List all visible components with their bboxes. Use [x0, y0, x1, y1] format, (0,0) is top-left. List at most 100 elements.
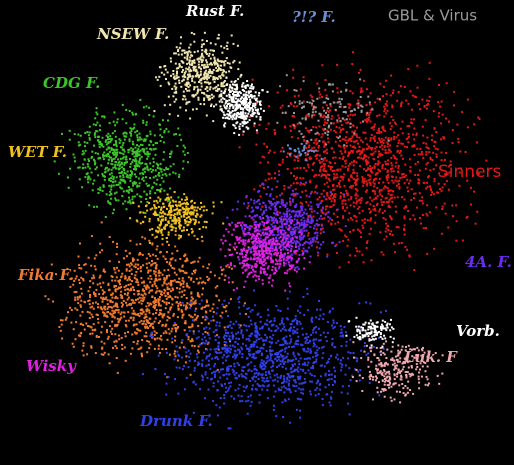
dot — [176, 301, 178, 304]
dot — [378, 137, 380, 140]
dot — [418, 169, 421, 172]
dot — [364, 137, 367, 140]
dot — [134, 158, 137, 161]
dot — [290, 323, 293, 326]
dot — [286, 342, 289, 345]
dot — [339, 331, 342, 334]
dot — [73, 133, 76, 136]
dot — [369, 196, 372, 199]
dot — [388, 206, 391, 209]
dot — [294, 363, 296, 366]
dot — [133, 301, 136, 304]
dot — [155, 235, 158, 238]
dot — [292, 198, 295, 201]
dot — [101, 300, 104, 303]
dot — [146, 201, 149, 203]
dot — [251, 206, 254, 209]
dot — [190, 211, 193, 214]
dot — [339, 131, 342, 134]
dot — [329, 194, 332, 197]
dot — [374, 214, 377, 217]
dot — [181, 80, 184, 83]
dot — [103, 116, 106, 119]
dot — [124, 277, 127, 280]
dot — [246, 412, 249, 415]
dot — [250, 323, 253, 326]
dot — [165, 224, 168, 227]
dot — [388, 189, 391, 192]
dot — [125, 255, 128, 258]
dot — [372, 152, 375, 155]
dot — [356, 207, 359, 210]
dot — [168, 332, 171, 335]
dot — [135, 168, 137, 170]
dot — [328, 370, 331, 372]
dot — [148, 322, 151, 324]
dot — [195, 69, 198, 72]
dot — [107, 169, 110, 172]
dot — [115, 155, 117, 158]
dot — [227, 387, 230, 390]
dot — [93, 291, 95, 294]
dot — [284, 356, 287, 359]
dot — [439, 105, 442, 108]
dot — [314, 355, 317, 358]
dot — [298, 130, 301, 133]
dot — [178, 133, 181, 136]
dot — [327, 116, 330, 119]
dot — [416, 148, 419, 150]
dot — [378, 190, 381, 193]
dot — [255, 200, 258, 203]
dot — [97, 152, 100, 155]
dot — [290, 360, 293, 363]
dot — [178, 268, 181, 271]
dot — [265, 350, 268, 353]
dot — [435, 153, 438, 156]
dot — [228, 62, 231, 65]
dot — [147, 327, 150, 329]
dot — [323, 183, 326, 186]
dot — [104, 140, 107, 143]
dot — [327, 110, 330, 113]
dot — [131, 333, 134, 336]
dot — [309, 158, 312, 161]
dot — [449, 160, 452, 163]
dot — [343, 195, 346, 198]
dot — [174, 88, 177, 91]
dot — [181, 75, 184, 78]
dot — [314, 240, 317, 243]
dot — [201, 240, 204, 243]
dot — [367, 95, 370, 98]
dot — [204, 76, 207, 79]
dot — [118, 172, 121, 174]
dot — [385, 201, 388, 204]
dot — [291, 320, 294, 323]
dot — [393, 251, 396, 254]
dot — [126, 298, 129, 301]
dot — [195, 209, 198, 212]
dot — [163, 104, 166, 107]
dot — [186, 285, 189, 288]
dot — [155, 265, 158, 268]
dot — [130, 132, 132, 135]
dot — [262, 385, 265, 388]
dot — [155, 285, 158, 288]
dot — [313, 107, 316, 110]
dot — [366, 201, 369, 204]
dot — [68, 129, 71, 132]
dot — [110, 197, 113, 200]
dot — [414, 162, 417, 165]
dot — [200, 78, 203, 81]
dot — [418, 199, 421, 202]
dot — [326, 331, 329, 334]
dot — [192, 218, 195, 221]
dot — [308, 131, 311, 134]
dot — [157, 163, 159, 166]
dot — [88, 131, 91, 134]
dot — [178, 277, 181, 280]
dot — [61, 337, 64, 340]
dot — [168, 209, 171, 212]
dot — [130, 127, 133, 130]
dot — [200, 58, 203, 61]
dot — [110, 333, 113, 335]
